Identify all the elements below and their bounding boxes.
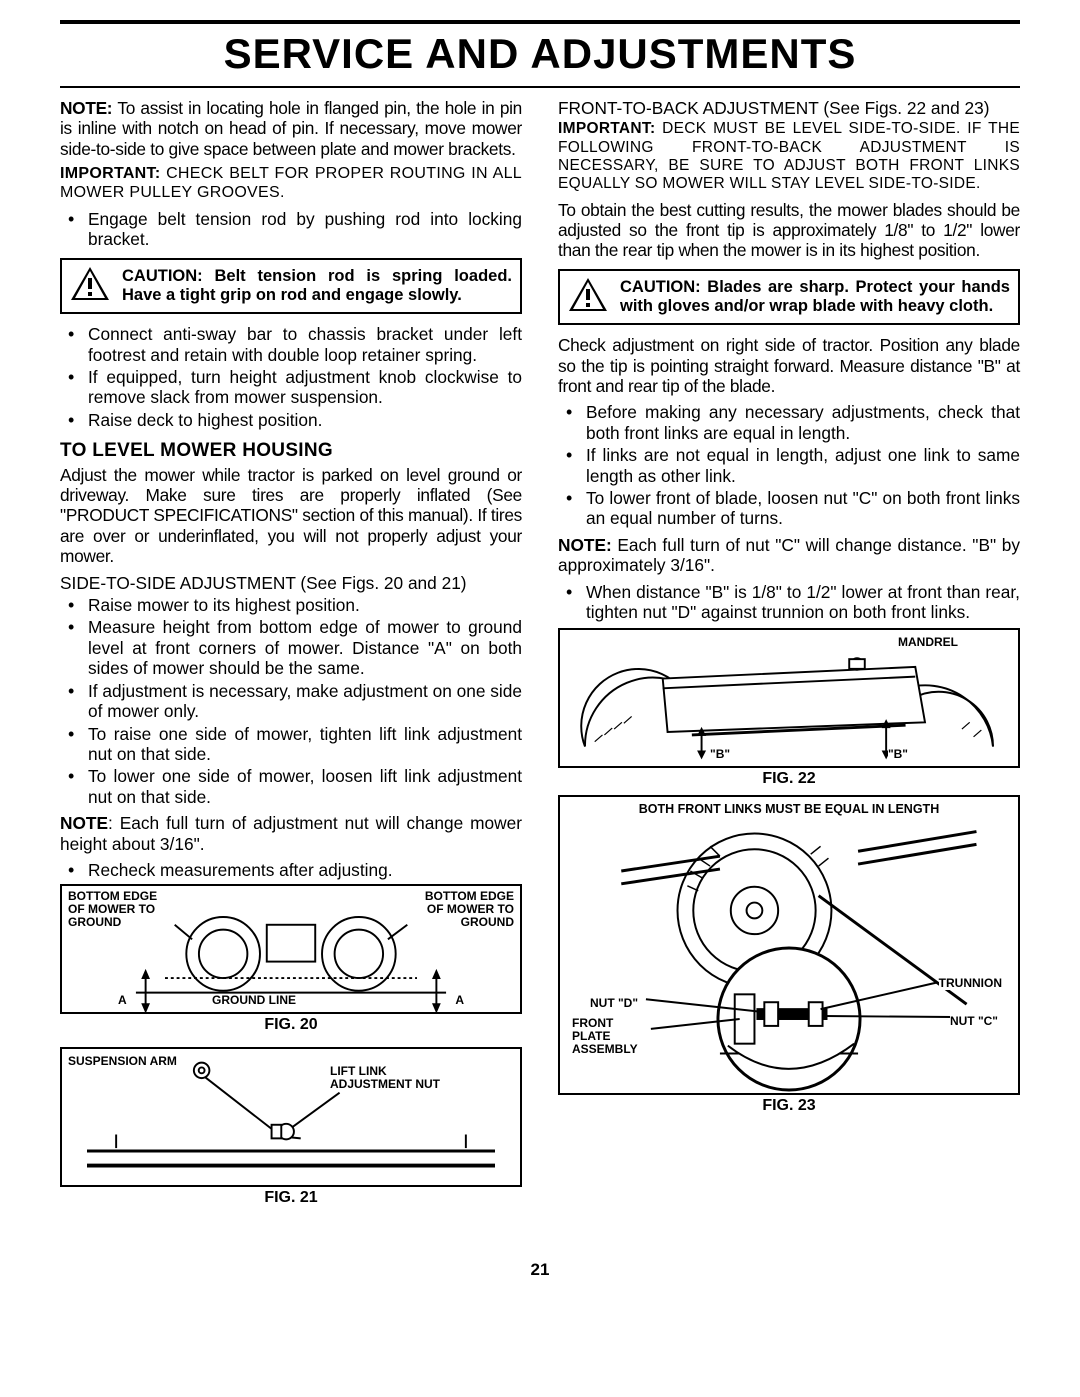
level-para: Adjust the mower while tractor is parked… [60, 465, 522, 567]
left-column: NOTE: To assist in locating hole in flan… [60, 98, 522, 1220]
list-item: When distance "B" is 1/8" to 1/2" lower … [586, 582, 1020, 623]
columns: NOTE: To assist in locating hole in flan… [60, 98, 1020, 1220]
top-rule [60, 20, 1020, 24]
note-text-r: Each full turn of nut "C" will change di… [558, 535, 1020, 575]
right-para2: Check adjustment on right side of tracto… [558, 335, 1020, 396]
warning-icon [568, 277, 608, 317]
figure-23: BOTH FRONT LINKS MUST BE EQUAL IN LENGTH… [558, 795, 1020, 1095]
caution-text-2: CAUTION: Blades are sharp. Protect your … [620, 278, 1010, 316]
bullet-list-r1: Before making any necessary adjustments,… [558, 402, 1020, 528]
fig22-caption: FIG. 22 [558, 770, 1020, 789]
caution-box-1: CAUTION: Belt tension rod is spring load… [60, 258, 522, 314]
page-number: 21 [60, 1260, 1020, 1280]
fig20-label-bottomR: BOTTOM EDGE OF MOWER TO GROUND [414, 890, 514, 928]
important-right: IMPORTANT: DECK MUST BE LEVEL SIDE-TO-SI… [558, 120, 1020, 193]
fig23-nutD: NUT "D" [590, 997, 638, 1010]
bullet-list-2: Connect anti-sway bar to chassis bracket… [60, 324, 522, 430]
thin-rule [60, 86, 1020, 88]
section-heading: TO LEVEL MOWER HOUSING [60, 440, 522, 462]
warning-icon [70, 266, 110, 306]
fig20-label-aR: A [455, 994, 464, 1007]
figure-20: BOTTOM EDGE OF MOWER TO GROUND BOTTOM ED… [60, 884, 522, 1014]
fig22-bR: "B" [888, 748, 908, 761]
page: SERVICE AND ADJUSTMENTS NOTE: To assist … [0, 0, 1080, 1320]
fig23-nutC: NUT "C" [950, 1015, 998, 1028]
list-item: To lower one side of mower, loosen lift … [88, 766, 522, 807]
list-item: To lower front of blade, loosen nut "C" … [586, 488, 1020, 529]
note-label-r: NOTE: [558, 535, 612, 555]
list-item: Engage belt tension rod by pushing rod i… [88, 209, 522, 250]
fig21-caption: FIG. 21 [60, 1189, 522, 1208]
note-para-2: NOTE: Each full turn of adjustment nut w… [60, 813, 522, 854]
list-item: To raise one side of mower, tighten lift… [88, 724, 522, 765]
bullet-list-1: Engage belt tension rod by pushing rod i… [60, 209, 522, 250]
fig20-label-bottomL: BOTTOM EDGE OF MOWER TO GROUND [68, 890, 168, 928]
list-item: If equipped, turn height adjustment knob… [88, 367, 522, 408]
list-item: If adjustment is necessary, make adjustm… [88, 681, 522, 722]
bullet-list-4: Recheck measurements after adjusting. [60, 860, 522, 880]
note-text: To assist in locating hole in flanged pi… [60, 98, 522, 159]
list-item: Raise mower to its highest position. [88, 595, 522, 615]
fig20-label-ground: GROUND LINE [212, 994, 296, 1007]
side-heading: SIDE-TO-SIDE ADJUSTMENT (See Figs. 20 an… [60, 573, 522, 593]
figure-22: MANDREL "B" "B" [558, 628, 1020, 768]
fig22-bL: "B" [710, 748, 730, 761]
fig20-caption: FIG. 20 [60, 1016, 522, 1035]
list-item: Before making any necessary adjustments,… [586, 402, 1020, 443]
note-para: NOTE: To assist in locating hole in flan… [60, 98, 522, 159]
bullet-list-r2: When distance "B" is 1/8" to 1/2" lower … [558, 582, 1020, 623]
fig20-label-aL: A [118, 994, 127, 1007]
fig21-label-lift: LIFT LINK ADJUSTMENT NUT [330, 1065, 460, 1090]
list-item: Raise deck to highest position. [88, 410, 522, 430]
fig23-frontPlate: FRONT PLATE ASSEMBLY [572, 1017, 642, 1055]
note-right: NOTE: Each full turn of nut "C" will cha… [558, 535, 1020, 576]
fig23-caption: FIG. 23 [558, 1097, 1020, 1116]
caution-text: CAUTION: Belt tension rod is spring load… [122, 267, 512, 305]
note-text-2: Each full turn of adjustment nut will ch… [60, 813, 522, 853]
right-column: FRONT-TO-BACK ADJUSTMENT (See Figs. 22 a… [558, 98, 1020, 1220]
fig23-header: BOTH FRONT LINKS MUST BE EQUAL IN LENGTH [560, 803, 1018, 816]
list-item: Measure height from bottom edge of mower… [88, 617, 522, 678]
important-para: IMPORTANT: CHECK BELT FOR PROPER ROUTING… [60, 165, 522, 203]
bullet-list-3: Raise mower to its highest position. Mea… [60, 595, 522, 807]
list-item: If links are not equal in length, adjust… [586, 445, 1020, 486]
caution-box-2: CAUTION: Blades are sharp. Protect your … [558, 269, 1020, 325]
front-heading: FRONT-TO-BACK ADJUSTMENT (See Figs. 22 a… [558, 98, 1020, 118]
fig22-mandrel: MANDREL [898, 636, 958, 649]
fig23-trunnion: TRUNNION [939, 977, 1002, 990]
fig21-label-susp: SUSPENSION ARM [68, 1055, 177, 1068]
list-item: Connect anti-sway bar to chassis bracket… [88, 324, 522, 365]
page-title: SERVICE AND ADJUSTMENTS [60, 30, 1020, 78]
right-para1: To obtain the best cutting results, the … [558, 200, 1020, 261]
list-item: Recheck measurements after adjusting. [88, 860, 522, 880]
fig22-svg [560, 630, 1018, 766]
figure-21: SUSPENSION ARM LIFT LINK ADJUSTMENT NUT [60, 1047, 522, 1187]
